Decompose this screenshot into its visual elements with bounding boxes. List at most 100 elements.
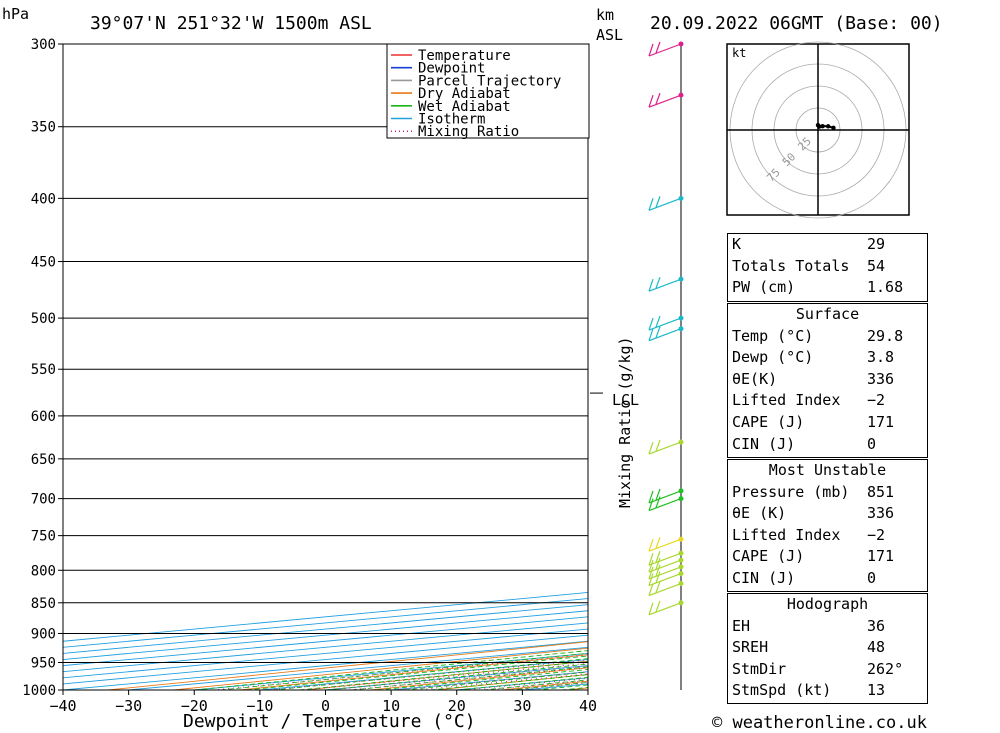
surface-title: Surface [795, 305, 860, 323]
surface-label: CAPE (J) [732, 412, 805, 431]
pressure-tick-label: 800 [31, 563, 56, 579]
wind-barb [648, 326, 682, 342]
plot-overlay: 3003504004505005506006507007508008509009… [22, 37, 603, 715]
mu-label: CIN (J) [732, 568, 796, 587]
hodo-row: SREH 48 [728, 637, 927, 659]
wind-barb-flag [655, 496, 661, 508]
wind-barb-flag [655, 276, 661, 289]
wind-barb-flag [655, 571, 661, 583]
wind-barb [648, 196, 682, 211]
hodo-value: 13 [867, 681, 886, 700]
wind-barb-flag [655, 315, 661, 328]
surface-value: 171 [867, 412, 895, 431]
asl-unit-label: ASL [596, 26, 623, 44]
index-row-k: K 29 [728, 234, 927, 256]
wind-barb-shaft [648, 559, 682, 573]
surface-row: θE(K) 336 [728, 369, 927, 391]
wind-barb-flag [648, 328, 654, 341]
wind-barb-flag [648, 43, 654, 57]
hodo-label: SREH [732, 638, 769, 657]
hodograph-stats-panel: Hodograph EH 36 SREH 48 StmDir 262° StmSpd … [727, 593, 928, 704]
mu-value: 851 [867, 482, 895, 501]
wind-barb [648, 581, 682, 597]
legend-label: Wet Adiabat [418, 99, 511, 115]
mu-row: Pressure (mb) 851 [728, 482, 927, 504]
surface-panel: Surface Temp (°C) 29.8 Dewp (°C) 3.8 θE(K)… [727, 303, 928, 458]
wind-barb-flag [655, 41, 661, 54]
wind-barb-flag [655, 326, 661, 338]
x-tick-label: −20 [181, 697, 208, 715]
mixing-ratio-axis-label: Mixing Ratio (g/kg) [616, 336, 634, 508]
most-unstable-panel: Most Unstable Pressure (mb) 851 θE (K) 336… [727, 459, 928, 592]
wind-barb-flag [648, 317, 654, 331]
legend-label: Parcel Trajectory [418, 73, 561, 89]
wind-barb-shaft [648, 498, 682, 512]
index-value: 1.68 [867, 278, 904, 297]
dry-adiabat-line [961, 44, 1000, 690]
legend-label: Mixing Ratio [418, 124, 519, 140]
hodograph-stats-title: Hodograph [786, 595, 869, 613]
wind-barb [648, 600, 682, 616]
wind-barb-shaft [648, 490, 682, 504]
surface-row: Dewp (°C) 3.8 [728, 347, 927, 369]
legend-label: Dry Adiabat [418, 86, 511, 102]
surface-label: Temp (°C) [732, 326, 814, 345]
mu-label: Pressure (mb) [732, 482, 850, 501]
wind-barb-flag [655, 92, 661, 105]
pressure-tick-label: 1000 [22, 683, 56, 699]
mu-row: θE (K) 336 [728, 503, 927, 525]
surface-value: 29.8 [867, 326, 904, 345]
km-unit-label: km [596, 6, 614, 24]
wind-barb-shaft [648, 197, 682, 211]
mu-row: CIN (J) 0 [728, 568, 927, 590]
index-label: Totals Totals [732, 256, 850, 275]
wind-barb-flag [648, 566, 654, 580]
hodograph-point [820, 123, 825, 129]
mu-value: 336 [867, 504, 895, 523]
pressure-tick-label: 850 [31, 596, 56, 612]
wind-barb-flag [648, 198, 654, 211]
wind-barb-shaft [648, 552, 682, 566]
pressure-tick-label: 550 [31, 362, 56, 378]
mu-value: 0 [867, 568, 877, 587]
legend-label: Dewpoint [418, 61, 485, 77]
wind-barb-flag [655, 196, 661, 208]
hodograph-kt-label: kt [732, 46, 746, 60]
wind-barb [648, 276, 682, 292]
wind-barb-shaft [648, 582, 682, 597]
surface-row: CIN (J) 0 [728, 434, 927, 456]
legend-box [386, 43, 590, 139]
wind-barb [648, 92, 682, 108]
hodo-value: 48 [867, 638, 886, 657]
hodo-label: EH [732, 616, 751, 635]
hodograph-point [815, 123, 821, 128]
x-tick-label: 20 [448, 697, 466, 715]
wind-barb-flag [655, 439, 661, 452]
wind-barb-flag [648, 498, 654, 511]
plot-frame [62, 43, 589, 691]
surface-row: Lifted Index −2 [728, 390, 927, 412]
surface-value: −2 [867, 391, 886, 410]
hodograph-point [831, 125, 836, 131]
wind-barb-flag [648, 441, 654, 455]
wind-barb-flag [648, 94, 654, 108]
surface-row: CAPE (J) 171 [728, 412, 927, 434]
wind-barb-flag [655, 557, 661, 570]
hodo-value: 262° [867, 659, 904, 678]
pressure-tick-label: 350 [31, 120, 56, 136]
wind-barb-flag [648, 539, 654, 552]
wind-barb [648, 488, 682, 504]
index-row-pw: PW (cm) 1.68 [728, 277, 927, 299]
mu-value: 171 [867, 547, 895, 566]
wind-barb [648, 551, 682, 566]
index-label: K [732, 235, 742, 253]
pressure-tick-label: 650 [31, 452, 56, 468]
surface-label: Dewp (°C) [732, 348, 814, 367]
pressure-tick-label: 400 [31, 191, 56, 207]
wind-barb [648, 439, 682, 455]
wind-barb-shaft [648, 278, 682, 292]
surface-label: θE(K) [732, 369, 778, 388]
